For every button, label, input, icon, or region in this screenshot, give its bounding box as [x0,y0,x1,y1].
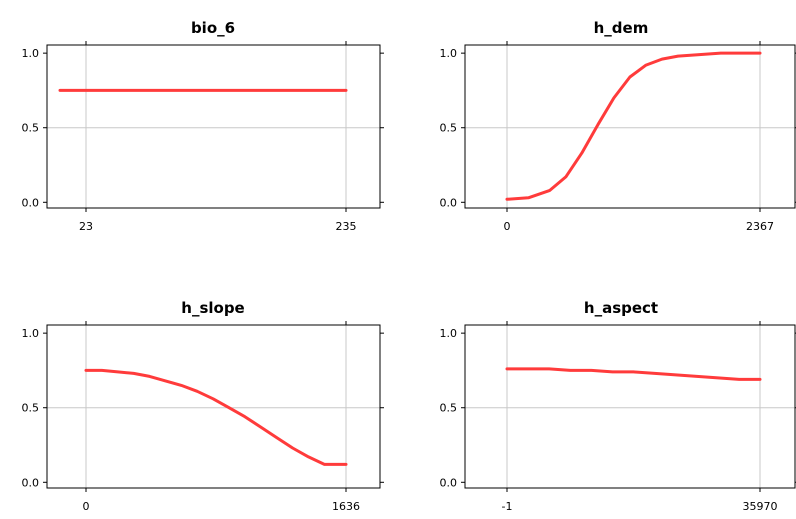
chart-title: h_dem [594,19,649,37]
x-tick-label: 0 [83,500,90,513]
y-tick-label: 0.0 [440,196,458,209]
y-tick-label: 1.0 [22,327,40,340]
chart-panel-1: bio_6 0.0 0.5 1.0 23 235 [22,19,384,233]
x-tick-label: 35970 [743,500,778,513]
chart-panel-2: h_dem 0.0 0.5 1.0 0 2367 [440,19,796,233]
plot-frame [464,324,796,489]
x-tick-label: 23 [79,220,93,233]
y-tick-label: 0.5 [440,402,458,415]
x-tick-label: 2367 [746,220,774,233]
x-tick-label: 1636 [332,500,360,513]
response-curve [84,368,348,466]
chart-title: h_slope [181,299,244,317]
plot-frame [46,44,381,209]
plot-frame [46,324,381,489]
response-curve [505,51,762,201]
y-tick-label: 1.0 [440,327,458,340]
x-tick-label: 235 [336,220,357,233]
y-tick-label: 0.5 [22,402,40,415]
plot-frame [464,44,796,209]
y-tick-label: 0.0 [22,476,40,489]
chart-panel-4: h_aspect 0.0 0.5 1.0 -1 35970 [440,299,796,513]
y-tick-label: 0.5 [22,122,40,135]
y-tick-label: 1.0 [22,47,40,60]
y-tick-label: 1.0 [440,47,458,60]
chart-title: bio_6 [191,19,235,37]
x-tick-label: 0 [504,220,511,233]
response-curve [505,367,762,381]
chart-panel-3: h_slope 0.0 0.5 1.0 0 1636 [22,299,384,513]
y-tick-label: 0.0 [22,196,40,209]
chart-title: h_aspect [584,299,658,317]
y-tick-label: 0.0 [440,476,458,489]
x-tick-label: -1 [502,500,513,513]
y-tick-label: 0.5 [440,122,458,135]
